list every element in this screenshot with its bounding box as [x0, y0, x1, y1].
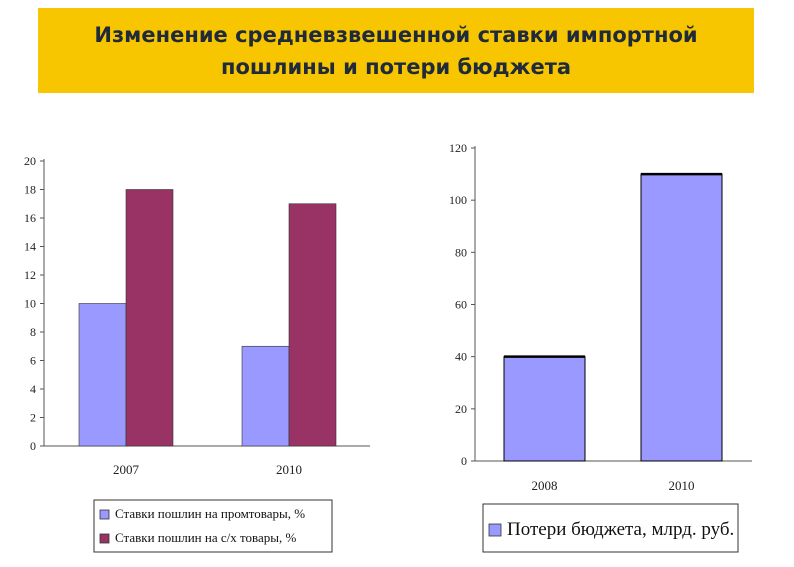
- y-tick-label: 14: [24, 240, 36, 254]
- x-category-label: 2010: [276, 462, 302, 477]
- legend-swatch: [99, 509, 110, 520]
- title-line-1: Изменение средневзвешенной ставки импорт…: [94, 22, 698, 47]
- legend-label: Ставки пошлин на промтовары, %: [115, 506, 305, 521]
- y-tick-label: 2: [30, 411, 36, 425]
- y-tick-label: 6: [30, 354, 36, 368]
- legend-label: Ставки пошлин на с/х товары, %: [115, 530, 296, 545]
- y-tick-label: 20: [455, 402, 467, 416]
- legend-swatch: [488, 523, 502, 537]
- y-tick-label: 100: [449, 193, 467, 207]
- y-tick-label: 8: [30, 325, 36, 339]
- x-category-label: 2008: [532, 478, 558, 493]
- bar-2007-series-1: [78, 303, 127, 447]
- y-tick-label: 4: [30, 382, 36, 396]
- y-tick-label: 0: [30, 439, 36, 453]
- y-tick-label: 16: [24, 211, 36, 225]
- y-tick-label: 20: [24, 154, 36, 168]
- bar-2010-series-1: [241, 345, 290, 447]
- y-tick-label: 80: [455, 245, 467, 259]
- legend-label: Потери бюджета, млрд. руб.: [507, 519, 734, 540]
- y-tick-label: 120: [449, 141, 467, 155]
- bar-2007-series-2: [125, 189, 174, 447]
- y-tick-label: 40: [455, 350, 467, 364]
- legend-box: [93, 499, 333, 553]
- y-tick-label: 12: [24, 268, 36, 282]
- bar-2010-series-2: [288, 203, 337, 447]
- x-category-label: 2010: [669, 478, 695, 493]
- legend-swatch: [99, 533, 110, 544]
- x-category-label: 2007: [113, 462, 140, 477]
- bar-2010-series-1: [640, 173, 723, 462]
- y-tick-label: 10: [24, 297, 36, 311]
- y-tick-label: 0: [461, 454, 467, 468]
- bar-2008-series-1: [503, 356, 586, 462]
- legend-box: [482, 503, 739, 553]
- y-tick-label: 60: [455, 298, 467, 312]
- title-banner: Изменение средневзвешенной ставки импорт…: [38, 8, 754, 93]
- title-line-2: пошлины и потери бюджета: [220, 54, 572, 79]
- y-tick-label: 18: [24, 183, 36, 197]
